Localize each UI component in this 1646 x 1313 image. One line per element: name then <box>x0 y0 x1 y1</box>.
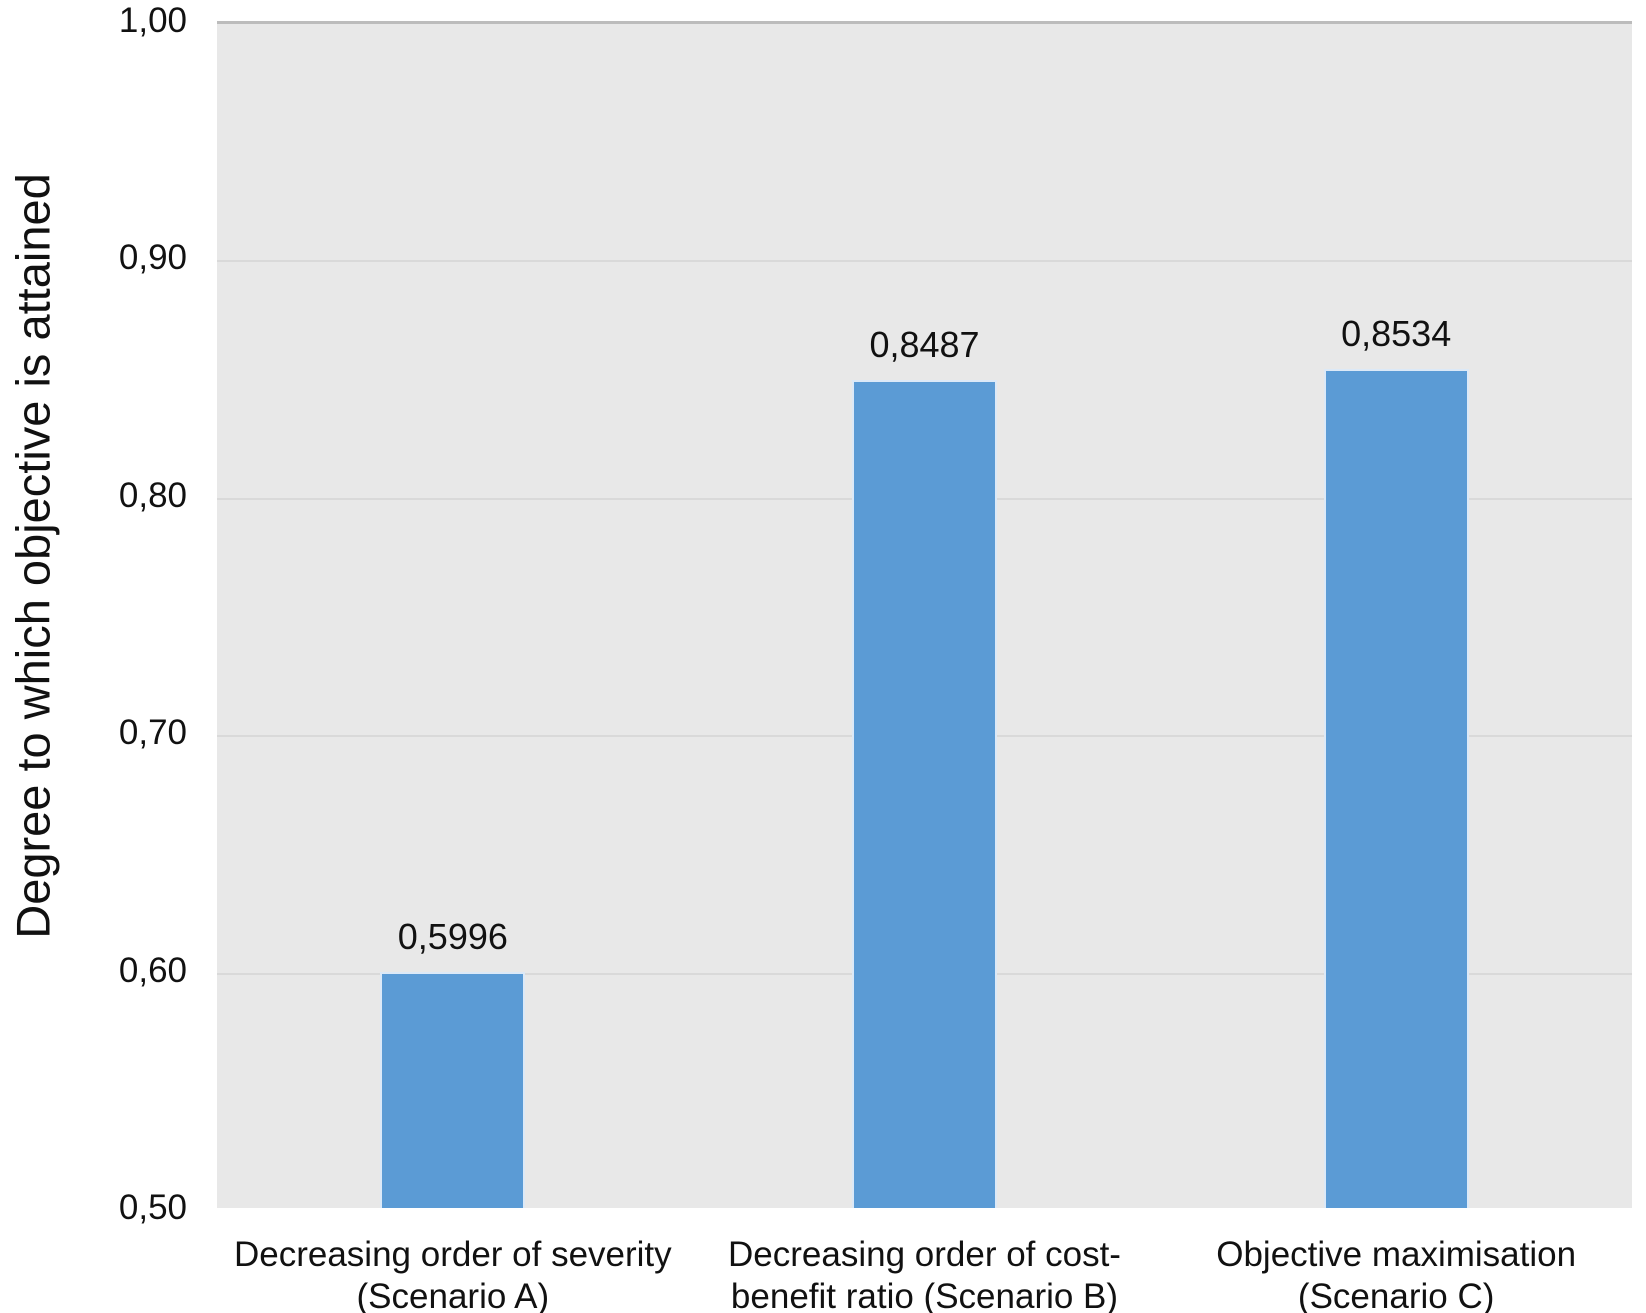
bar-value-label: 0,8487 <box>869 324 980 366</box>
bar <box>852 380 997 1208</box>
plot-area: 0,5996 0,8487 0,8534 <box>217 21 1632 1208</box>
gridline <box>217 260 1632 263</box>
y-tick-label: 0,70 <box>118 713 187 753</box>
y-axis-title: Degree to which objective is attained <box>6 173 60 939</box>
y-tick-label: 0,60 <box>118 950 187 990</box>
y-tick-label: 0,90 <box>118 238 187 278</box>
y-tick-label: 1,00 <box>118 1 187 40</box>
bar <box>380 971 526 1208</box>
category-label: Decreasing order of cost- benefit ratio … <box>728 1235 1121 1313</box>
y-tick-label: 0,80 <box>118 475 187 515</box>
bar-value-label: 0,8534 <box>1341 313 1452 355</box>
bar <box>1323 369 1469 1208</box>
y-tick-label: 0,50 <box>118 1188 187 1227</box>
bar-value-label: 0,5996 <box>397 915 508 957</box>
category-label: Objective maximisation (Scenario C) <box>1216 1235 1577 1313</box>
category-label: Decreasing order of severity (Scenario A… <box>233 1235 672 1313</box>
